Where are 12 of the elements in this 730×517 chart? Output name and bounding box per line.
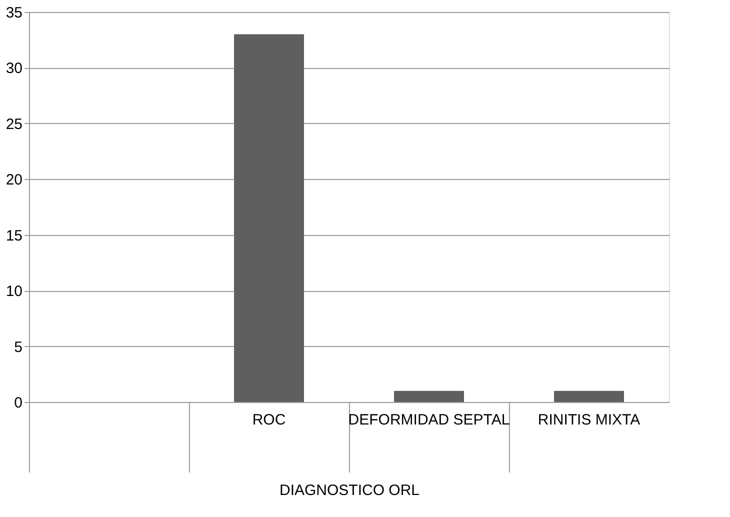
y-tick-label: 20 <box>6 172 22 189</box>
y-tick-label: 0 <box>14 394 22 412</box>
x-tick-label: ROC <box>252 412 286 428</box>
y-tick-label: 30 <box>6 60 22 78</box>
y-tick-label: 5 <box>14 338 22 356</box>
y-tick-label: 25 <box>6 116 22 133</box>
x-axis-title: DIAGNOSTICO ORL <box>279 482 420 499</box>
y-tick-label: 35 <box>6 4 22 22</box>
x-tick-label: RINITIS MIXTA <box>538 412 640 428</box>
y-tick-label: 10 <box>6 283 22 300</box>
x-tick-label: DEFORMIDAD SEPTAL <box>348 412 510 428</box>
y-tick-label: 15 <box>6 227 22 244</box>
